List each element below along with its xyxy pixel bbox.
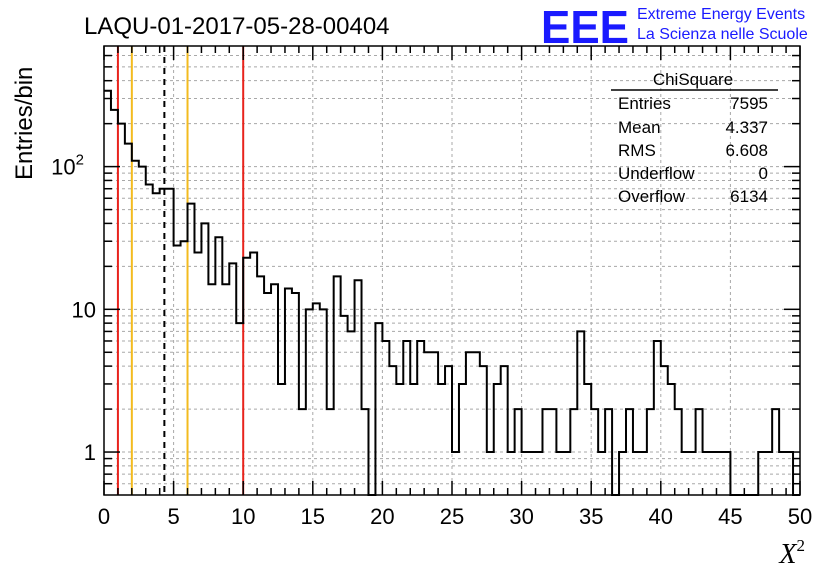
y-axis-label: Entries/bin [11, 67, 38, 180]
stats-label-entries: Entries [618, 94, 671, 113]
x-tick-label: 0 [98, 504, 110, 529]
stats-label-rms: RMS [618, 141, 656, 160]
marker-lines [116, 46, 245, 495]
chart-title: LAQU-01-2017-05-28-00404 [84, 13, 390, 40]
x-tick-label: 40 [649, 504, 673, 529]
x-tick-label: 10 [231, 504, 255, 529]
eee-logo: EEE Extreme Energy Events La Scienza nel… [541, 1, 808, 53]
y-tick-label: 10 [72, 297, 96, 322]
y-tick-label: 1 [84, 440, 96, 465]
x-axis-label: X2 [778, 536, 805, 570]
x-tick-label: 5 [167, 504, 179, 529]
stats-value-rms: 6.608 [725, 141, 768, 160]
x-tick-label: 25 [440, 504, 464, 529]
stats-value-overflow: 6134 [730, 187, 768, 206]
x-tick-labels: 0 5 10 15 20 25 30 35 40 45 50 [98, 504, 812, 529]
x-tick-label: 50 [788, 504, 812, 529]
logo-line-1: Extreme Energy Events [637, 6, 805, 23]
stats-box: ChiSquare Entries 7595 Mean 4.337 RMS 6.… [611, 70, 778, 206]
stats-label-mean: Mean [618, 118, 661, 137]
x-tick-label: 35 [579, 504, 603, 529]
stats-value-entries: 7595 [730, 94, 768, 113]
stats-title: ChiSquare [653, 70, 733, 89]
x-tick-label: 20 [370, 504, 394, 529]
stats-label-underflow: Underflow [618, 164, 695, 183]
x-tick-label: 15 [301, 504, 325, 529]
y-tick-labels: 1 10 102 [51, 152, 96, 465]
stats-value-underflow: 0 [759, 164, 768, 183]
logo-line-2: La Scienza nelle Scuole [637, 26, 808, 43]
histogram-series [104, 89, 800, 496]
x-tick-label: 45 [718, 504, 742, 529]
y-tick-label: 102 [51, 152, 84, 180]
x-tick-label: 30 [509, 504, 533, 529]
stats-label-overflow: Overflow [618, 187, 686, 206]
stats-value-mean: 4.337 [725, 118, 768, 137]
logo-mark: EEE [541, 1, 629, 53]
axis-ticks [103, 46, 801, 495]
